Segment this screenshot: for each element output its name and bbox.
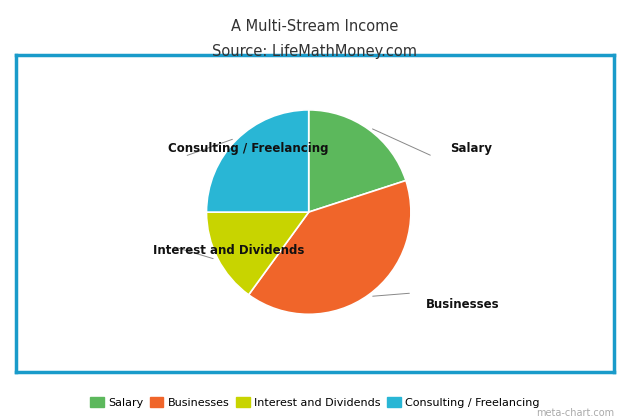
Text: Source: LifeMathMoney.com: Source: LifeMathMoney.com [212, 44, 418, 59]
Text: Businesses: Businesses [427, 298, 500, 310]
Wedge shape [309, 110, 406, 212]
Wedge shape [207, 110, 309, 212]
Text: meta-chart.com: meta-chart.com [536, 408, 614, 418]
Text: Salary: Salary [450, 142, 492, 155]
Legend: Salary, Businesses, Interest and Dividends, Consulting / Freelancing: Salary, Businesses, Interest and Dividen… [86, 393, 544, 412]
Text: A Multi-Stream Income: A Multi-Stream Income [231, 19, 399, 34]
Wedge shape [249, 181, 411, 314]
Text: Interest and Dividends: Interest and Dividends [153, 244, 305, 257]
Text: Consulting / Freelancing: Consulting / Freelancing [168, 142, 328, 155]
Wedge shape [207, 212, 309, 295]
